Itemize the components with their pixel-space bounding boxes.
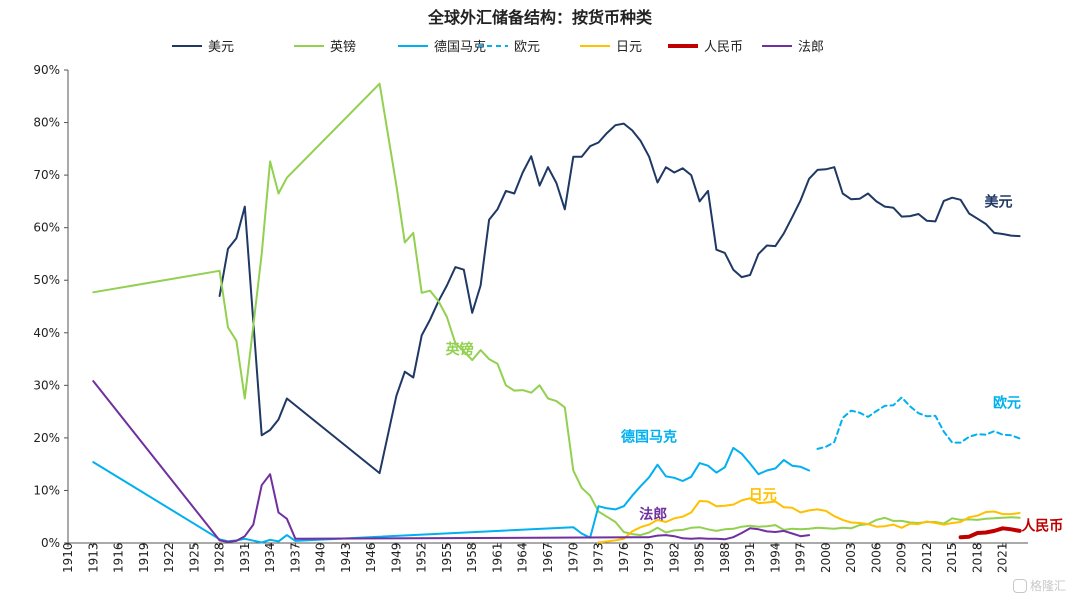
x-tick-label: 1955	[440, 542, 454, 573]
x-tick-label: 1988	[718, 542, 732, 573]
chart-title: 全球外汇储备结构：按货币种类	[427, 8, 652, 27]
series-line	[92, 82, 1021, 537]
x-tick-label: 1967	[541, 542, 555, 573]
y-tick-label: 10%	[33, 483, 60, 497]
x-tick-label: 1958	[465, 542, 479, 573]
legend-label: 德国马克	[434, 40, 486, 55]
y-tick-label: 0%	[41, 536, 60, 550]
y-tick-label: 20%	[33, 431, 60, 445]
y-tick-label: 40%	[33, 326, 60, 340]
x-tick-label: 2009	[895, 542, 909, 573]
x-tick-label: 1979	[642, 542, 656, 573]
series-annotation: 英镑	[445, 341, 474, 358]
x-tick-label: 2003	[844, 542, 858, 573]
series-line	[816, 396, 1021, 450]
x-tick-label: 2000	[819, 542, 833, 573]
legend-label: 欧元	[514, 40, 540, 55]
x-tick-label: 1973	[592, 542, 606, 573]
x-tick-label: 1931	[238, 542, 252, 573]
x-tick-label: 1910	[61, 542, 75, 573]
legend-label: 英镑	[330, 39, 356, 55]
y-tick-label: 80%	[33, 116, 60, 130]
x-tick-label: 1922	[162, 542, 176, 573]
y-tick-label: 70%	[33, 168, 60, 182]
x-tick-label: 1997	[794, 542, 808, 573]
series-line	[597, 497, 1021, 544]
series-annotation: 人民币	[1021, 517, 1063, 534]
series-annotation: 美元	[985, 194, 1013, 211]
x-tick-label: 2018	[970, 542, 984, 573]
legend-label: 日元	[616, 40, 642, 55]
series-line	[92, 446, 811, 544]
x-tick-label: 1919	[137, 542, 151, 573]
x-tick-label: 1940	[314, 542, 328, 573]
legend-label: 美元	[208, 40, 234, 55]
y-tick-label: 60%	[33, 221, 60, 235]
x-tick-label: 1985	[693, 542, 707, 573]
y-tick-label: 30%	[33, 378, 60, 392]
x-tick-label: 1952	[415, 542, 429, 573]
x-tick-label: 1970	[566, 542, 580, 573]
series-annotation: 德国马克	[621, 429, 677, 446]
legend-label: 法郎	[798, 40, 824, 55]
series-annotation: 法郎	[639, 506, 667, 523]
x-tick-label: 1934	[263, 542, 277, 573]
legend-label: 人民币	[704, 40, 743, 55]
x-tick-label: 1946	[364, 542, 378, 573]
x-tick-label: 1928	[213, 542, 227, 573]
series-annotation: 欧元	[993, 394, 1021, 411]
x-tick-label: 2015	[945, 542, 959, 573]
series-line	[958, 526, 1022, 540]
x-tick-label: 2012	[920, 542, 934, 573]
y-tick-label: 50%	[33, 273, 60, 287]
y-tick-label: 90%	[33, 63, 60, 77]
x-tick-label: 2006	[869, 542, 883, 573]
watermark: 格隆汇	[1012, 577, 1066, 594]
x-tick-label: 1943	[339, 542, 353, 573]
x-tick-label: 1925	[187, 542, 201, 573]
series-line	[218, 122, 1021, 475]
series-line	[92, 380, 811, 543]
x-tick-label: 1913	[86, 542, 100, 573]
gelonghui-logo-icon	[1012, 578, 1027, 593]
series-annotation: 日元	[749, 487, 777, 503]
x-tick-label: 1976	[617, 542, 631, 573]
x-tick-label: 1991	[743, 542, 757, 573]
watermark-text: 格隆汇	[1029, 579, 1066, 593]
x-tick-label: 2021	[996, 542, 1010, 573]
x-tick-label: 1937	[288, 542, 302, 573]
x-tick-label: 1916	[112, 542, 126, 573]
x-tick-label: 1964	[516, 542, 530, 573]
x-tick-label: 1982	[667, 542, 681, 573]
x-tick-label: 1949	[389, 542, 403, 573]
x-tick-label: 1994	[768, 542, 782, 573]
x-tick-label: 1961	[490, 542, 504, 573]
